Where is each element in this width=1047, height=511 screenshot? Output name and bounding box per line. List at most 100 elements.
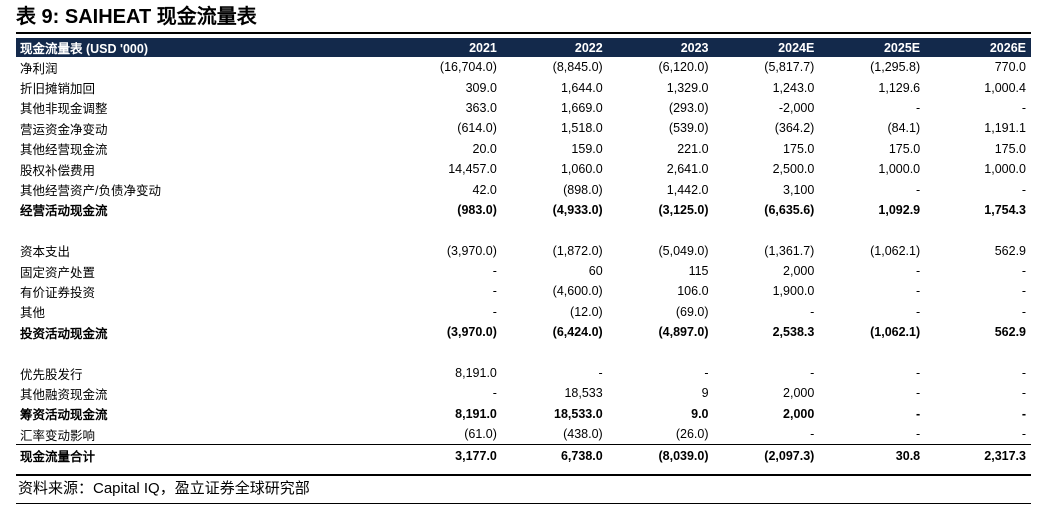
row-label: 汇率变动影响 xyxy=(20,428,96,443)
row-value: 221.0 xyxy=(677,141,709,156)
header-year: 2023 xyxy=(607,38,714,57)
row-value: 1,191.1 xyxy=(984,121,1026,136)
row-value: 1,754.3 xyxy=(984,202,1026,217)
header-row: 现金流量表 (USD '000) 2021 2022 2023 2024E 20… xyxy=(16,38,1031,57)
table-row: 营运资金净变动 (614.0) 1,518.0 (539.0) (364.2) (84.1… xyxy=(16,118,1031,138)
header-year: 2026E xyxy=(925,38,1031,57)
row-value: - xyxy=(915,304,921,319)
row-value: (438.0) xyxy=(563,427,603,442)
row-label: 其他非现金调整 xyxy=(20,102,108,117)
row-value: - xyxy=(915,284,921,299)
row-value: - xyxy=(598,366,603,381)
row-label: 筹资活动现金流 xyxy=(20,408,108,423)
row-value: (1,361.7) xyxy=(764,243,815,258)
row-value: (8,845.0) xyxy=(552,60,603,75)
row-value: - xyxy=(1021,182,1026,197)
row-value: 1,900.0 xyxy=(772,284,815,299)
row-value: (6,120.0) xyxy=(658,60,709,75)
row-label: 其他经营资产/负债净变动 xyxy=(20,184,161,199)
row-value: - xyxy=(810,427,815,442)
table-row: 有价证券投资 - (4,600.0) 106.0 1,900.0 - - xyxy=(16,281,1031,301)
row-value: (5,049.0) xyxy=(658,243,709,258)
row-value: (84.1) xyxy=(887,121,921,136)
row-value: (364.2) xyxy=(774,121,815,136)
row-label: 资本支出 xyxy=(20,245,71,260)
row-label: 其他 xyxy=(20,306,46,321)
row-value: 106.0 xyxy=(677,284,709,299)
row-value: 8,191.0 xyxy=(455,406,497,421)
row-value: 3,100 xyxy=(783,182,815,197)
row-value: - xyxy=(704,366,709,381)
row-label: 优先股发行 xyxy=(20,367,83,382)
row-value: 42.0 xyxy=(472,182,497,197)
spacer-row xyxy=(16,342,1031,362)
row-value: (6,635.6) xyxy=(764,202,815,217)
row-value: - xyxy=(1021,427,1026,442)
table-row: 汇率变动影响 (61.0) (438.0) (26.0) - - - xyxy=(16,424,1031,445)
row-label: 其他融资现金流 xyxy=(20,387,108,402)
row-value: (3,970.0) xyxy=(446,325,497,340)
table-row: 净利润 (16,704.0) (8,845.0) (6,120.0) (5,817.7)… xyxy=(16,57,1031,77)
row-value: (16,704.0) xyxy=(439,60,497,75)
row-value: (4,600.0) xyxy=(552,284,603,299)
row-value: 1,060.0 xyxy=(560,162,603,177)
row-value: 18,533 xyxy=(564,386,603,401)
row-value: (1,062.1) xyxy=(870,325,921,340)
row-label: 股权补偿费用 xyxy=(20,163,96,178)
row-value: 2,000 xyxy=(783,264,815,279)
subtotal-row: 投资活动现金流 (3,970.0) (6,424.0) (4,897.0) 2,538.… xyxy=(16,322,1031,342)
row-value: 1,000.0 xyxy=(878,162,921,177)
table-row: 资本支出 (3,970.0) (1,872.0) (5,049.0) (1,361.7)… xyxy=(16,241,1031,261)
row-value: - xyxy=(1021,366,1026,381)
row-value: - xyxy=(1021,386,1026,401)
table-row: 优先股发行 8,191.0 - - - - - xyxy=(16,363,1031,383)
spacer-row xyxy=(16,220,1031,240)
row-value: 175.0 xyxy=(783,141,815,156)
row-value: (12.0) xyxy=(570,304,603,319)
row-value: 1,092.9 xyxy=(878,202,921,217)
cash-flow-table: 现金流量表 (USD '000) 2021 2022 2023 2024E 20… xyxy=(16,38,1031,466)
table-row: 其他经营现金流 20.0 159.0 221.0 175.0 175.0 175.0 xyxy=(16,139,1031,159)
subtotal-row: 经营活动现金流 (983.0) (4,933.0) (3,125.0) (6,635.6… xyxy=(16,200,1031,220)
row-value: 1,442.0 xyxy=(666,182,709,197)
row-value: 175.0 xyxy=(888,141,921,156)
row-value: (3,970.0) xyxy=(446,243,497,258)
top-rule xyxy=(16,32,1031,34)
row-value: (539.0) xyxy=(668,121,709,136)
table-row: 股权补偿费用 14,457.0 1,060.0 2,641.0 2,500.0 1,000… xyxy=(16,159,1031,179)
row-value: - xyxy=(915,100,921,115)
row-value: 1,669.0 xyxy=(560,100,603,115)
spacer-cell xyxy=(16,342,1031,362)
row-value: - xyxy=(492,264,497,279)
header-year: 2024E xyxy=(713,38,820,57)
row-value: (293.0) xyxy=(668,100,709,115)
row-value: 2,000 xyxy=(783,386,815,401)
row-value: (614.0) xyxy=(457,121,497,136)
row-value: 1,243.0 xyxy=(772,80,815,95)
row-value: (26.0) xyxy=(675,427,709,442)
row-label: 营运资金净变动 xyxy=(20,122,108,137)
row-value: 363.0 xyxy=(465,100,497,115)
row-value: 1,129.6 xyxy=(878,80,921,95)
row-value: (3,125.0) xyxy=(658,202,709,217)
header-year: 2021 xyxy=(396,38,502,57)
row-value: (4,897.0) xyxy=(658,325,709,340)
row-value: - xyxy=(1021,264,1026,279)
row-value: 1,518.0 xyxy=(560,121,603,136)
row-value: - xyxy=(915,264,921,279)
row-value: 9.0 xyxy=(691,406,709,421)
row-value: 18,533.0 xyxy=(554,406,603,421)
row-label: 固定资产处置 xyxy=(20,265,96,280)
bottom-rule xyxy=(16,474,1031,476)
row-value: 8,191.0 xyxy=(455,366,497,381)
row-value: 3,177.0 xyxy=(396,444,502,466)
table-row: 其他非现金调整 363.0 1,669.0 (293.0) -2,000 - - xyxy=(16,98,1031,118)
row-value: (61.0) xyxy=(464,427,497,442)
row-value: 159.0 xyxy=(571,141,603,156)
row-value: (8,039.0) xyxy=(607,444,714,466)
row-value: (898.0) xyxy=(563,182,603,197)
row-value: (1,295.8) xyxy=(870,60,921,75)
row-value: - xyxy=(492,386,497,401)
row-value: 2,538.3 xyxy=(772,325,815,340)
row-value: 14,457.0 xyxy=(448,162,497,177)
